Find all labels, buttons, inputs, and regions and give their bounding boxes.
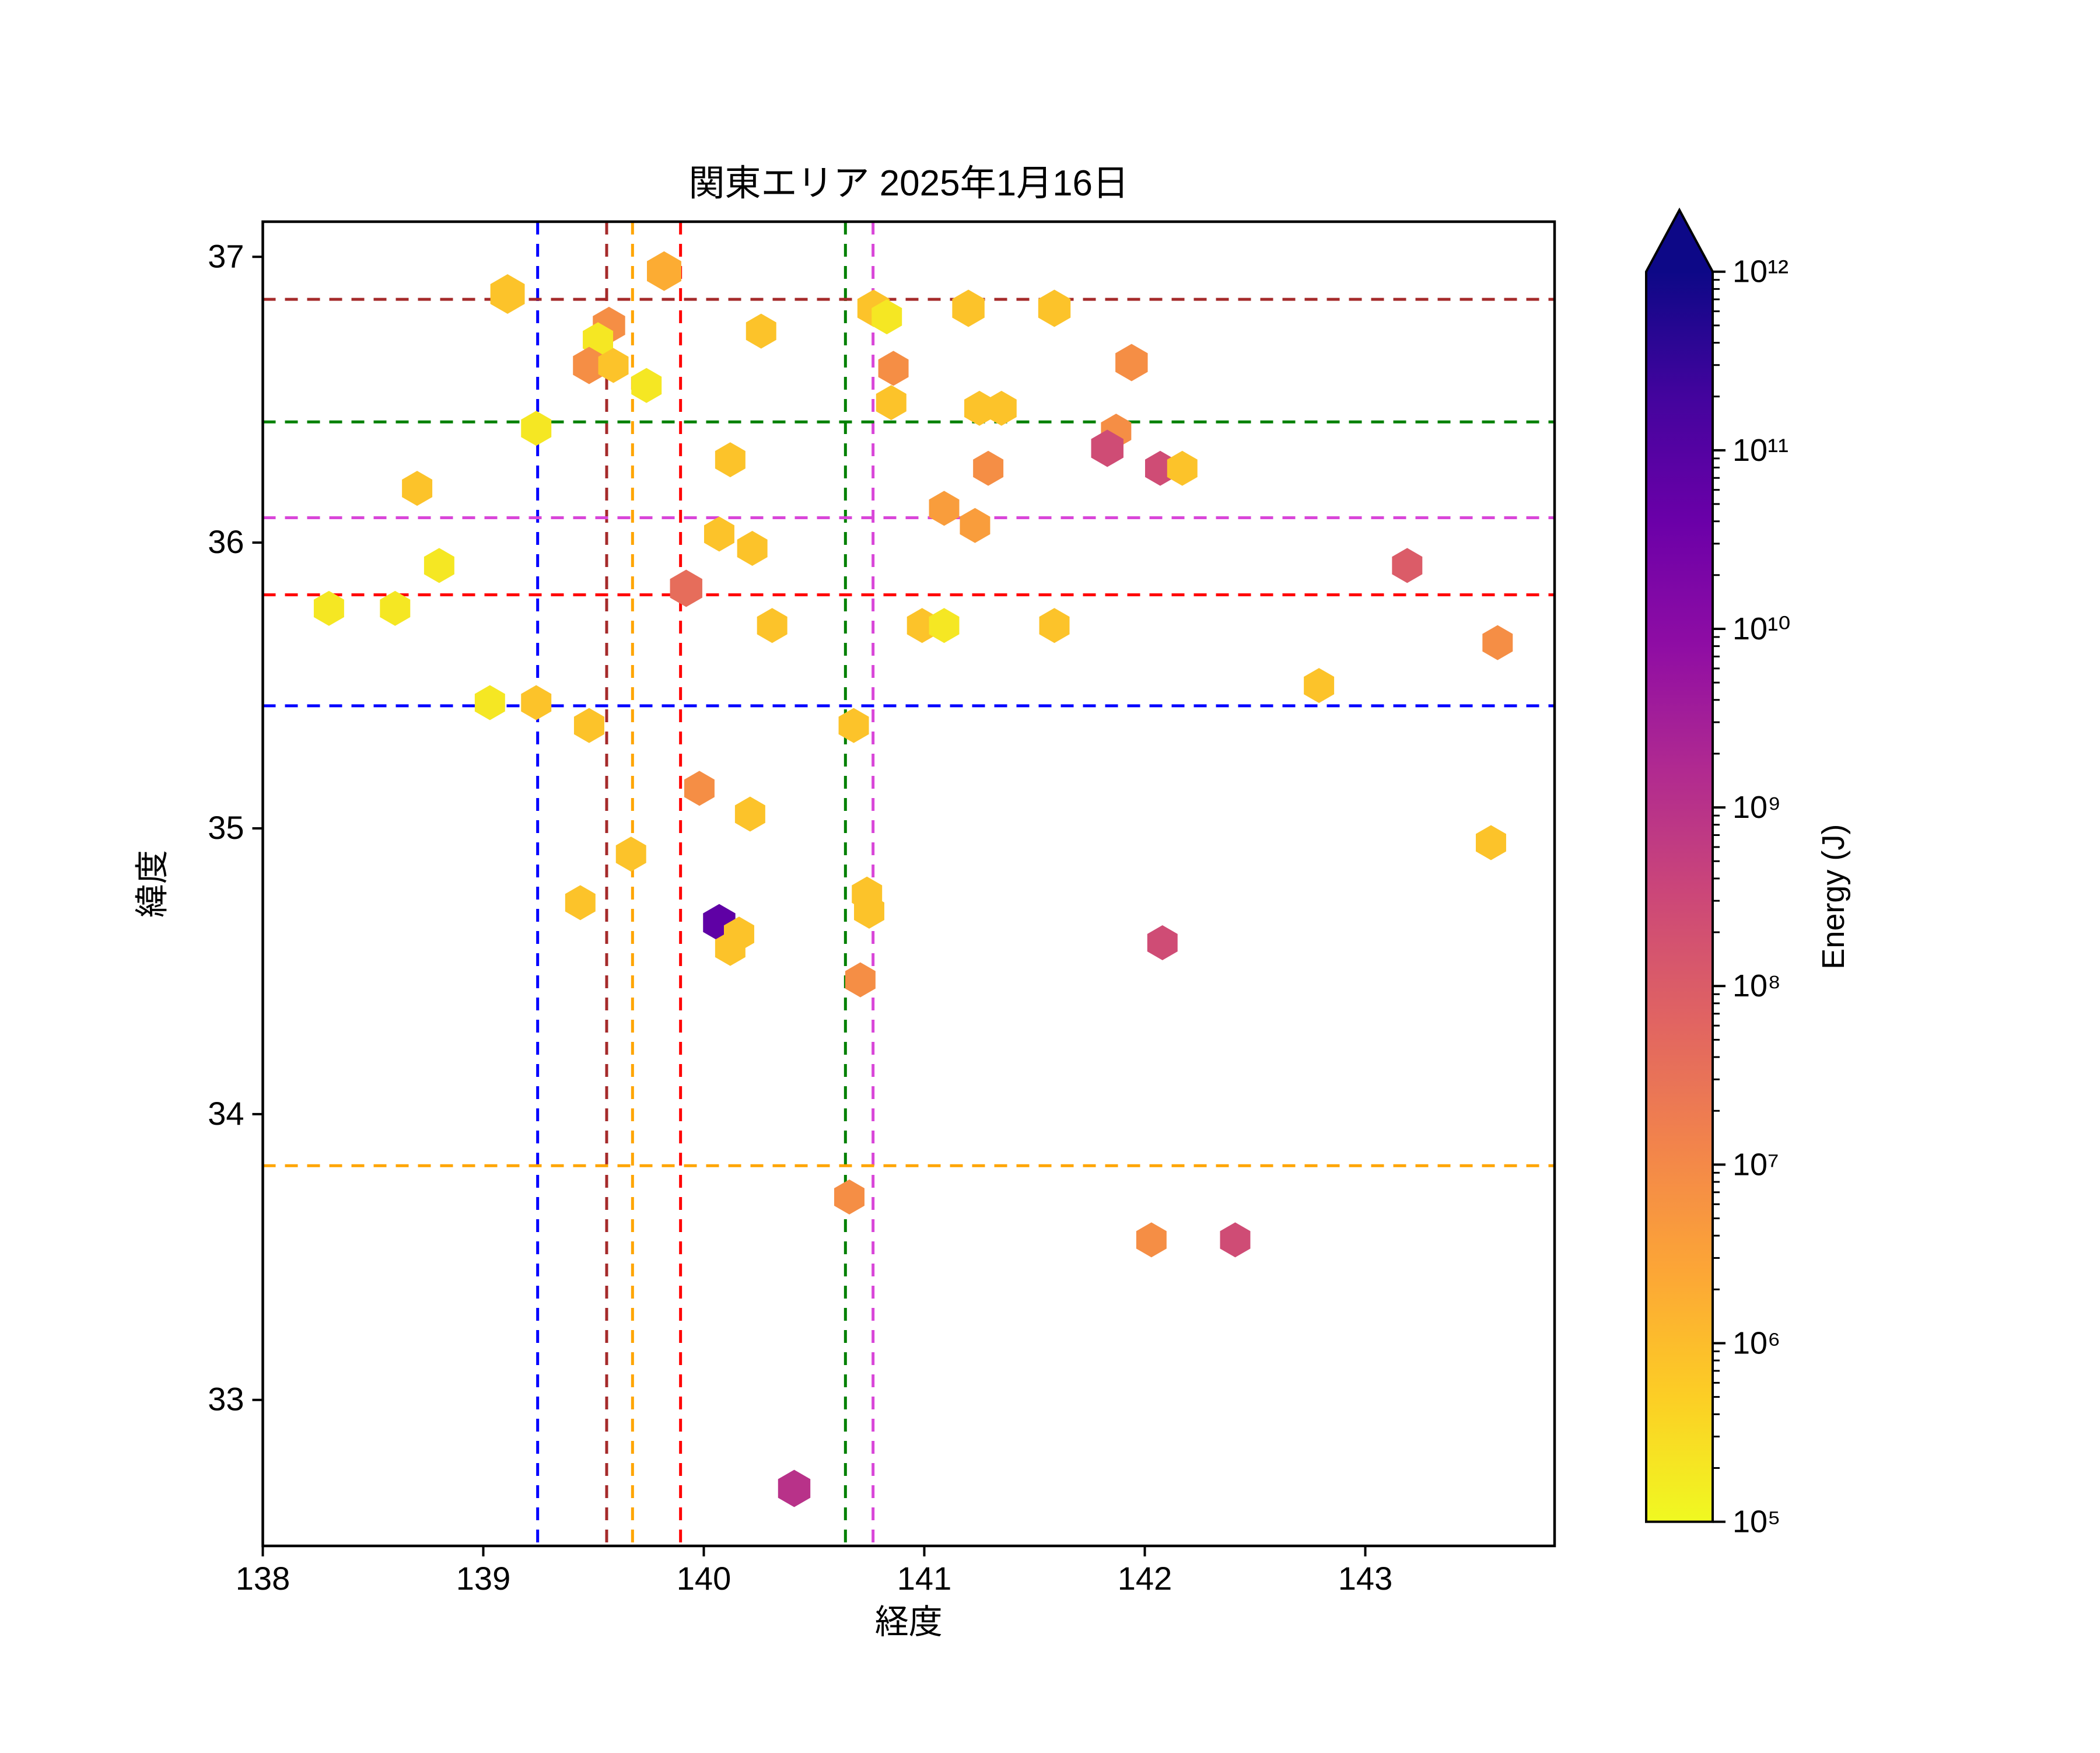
svg-text:37: 37 [208,237,244,274]
svg-text:35: 35 [208,809,244,846]
svg-text:10⁵: 10⁵ [1732,1504,1780,1539]
svg-text:34: 34 [208,1095,244,1132]
svg-text:142: 142 [1118,1560,1172,1597]
svg-text:10⁹: 10⁹ [1732,790,1781,825]
svg-text:関東エリア 2025年1月16日: 関東エリア 2025年1月16日 [688,163,1129,204]
svg-text:139: 139 [456,1560,510,1597]
svg-text:10⁷: 10⁷ [1732,1147,1779,1182]
svg-text:10¹²: 10¹² [1732,254,1788,289]
svg-text:10⁶: 10⁶ [1732,1325,1780,1360]
svg-text:10¹⁰: 10¹⁰ [1732,611,1791,646]
svg-text:138: 138 [236,1560,290,1597]
svg-text:緯度: 緯度 [134,850,172,918]
svg-text:140: 140 [677,1560,731,1597]
svg-text:10⁸: 10⁸ [1732,968,1781,1003]
svg-text:10¹¹: 10¹¹ [1732,433,1788,468]
svg-text:33: 33 [208,1381,244,1418]
svg-text:Energy (J): Energy (J) [1816,824,1851,970]
svg-text:143: 143 [1338,1560,1392,1597]
svg-text:経度: 経度 [875,1603,943,1641]
svg-text:141: 141 [897,1560,951,1597]
svg-text:36: 36 [208,523,244,560]
